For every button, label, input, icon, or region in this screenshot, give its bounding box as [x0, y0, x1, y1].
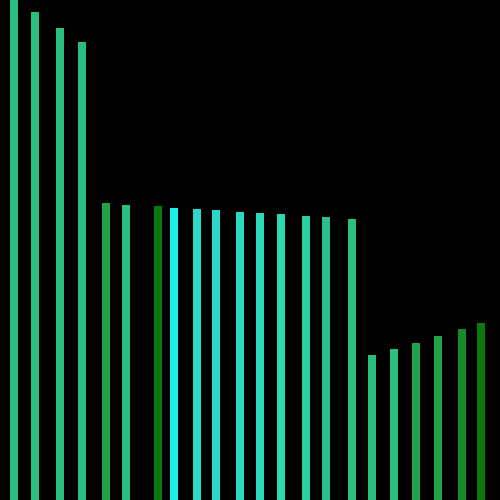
bar-13 — [277, 214, 285, 500]
bar-3 — [56, 28, 64, 500]
bar-1 — [10, 0, 18, 500]
bar-20 — [434, 336, 442, 500]
bar-19 — [412, 343, 420, 500]
bar-11 — [236, 212, 244, 500]
bar-18 — [390, 349, 398, 500]
bar-14 — [302, 216, 310, 500]
bar-6 — [122, 205, 130, 500]
bar-15 — [322, 217, 330, 500]
bar-7 — [154, 206, 162, 500]
bar-8 — [170, 208, 178, 500]
bar-22 — [477, 323, 485, 500]
bar-4 — [78, 42, 86, 500]
bar-2 — [31, 12, 39, 500]
bar-12 — [256, 213, 264, 500]
bar-10 — [212, 210, 220, 500]
bar-17 — [368, 355, 376, 500]
bar-5 — [102, 203, 110, 500]
bar-16 — [348, 219, 356, 500]
bar-9 — [193, 209, 201, 500]
bar-21 — [458, 329, 466, 500]
